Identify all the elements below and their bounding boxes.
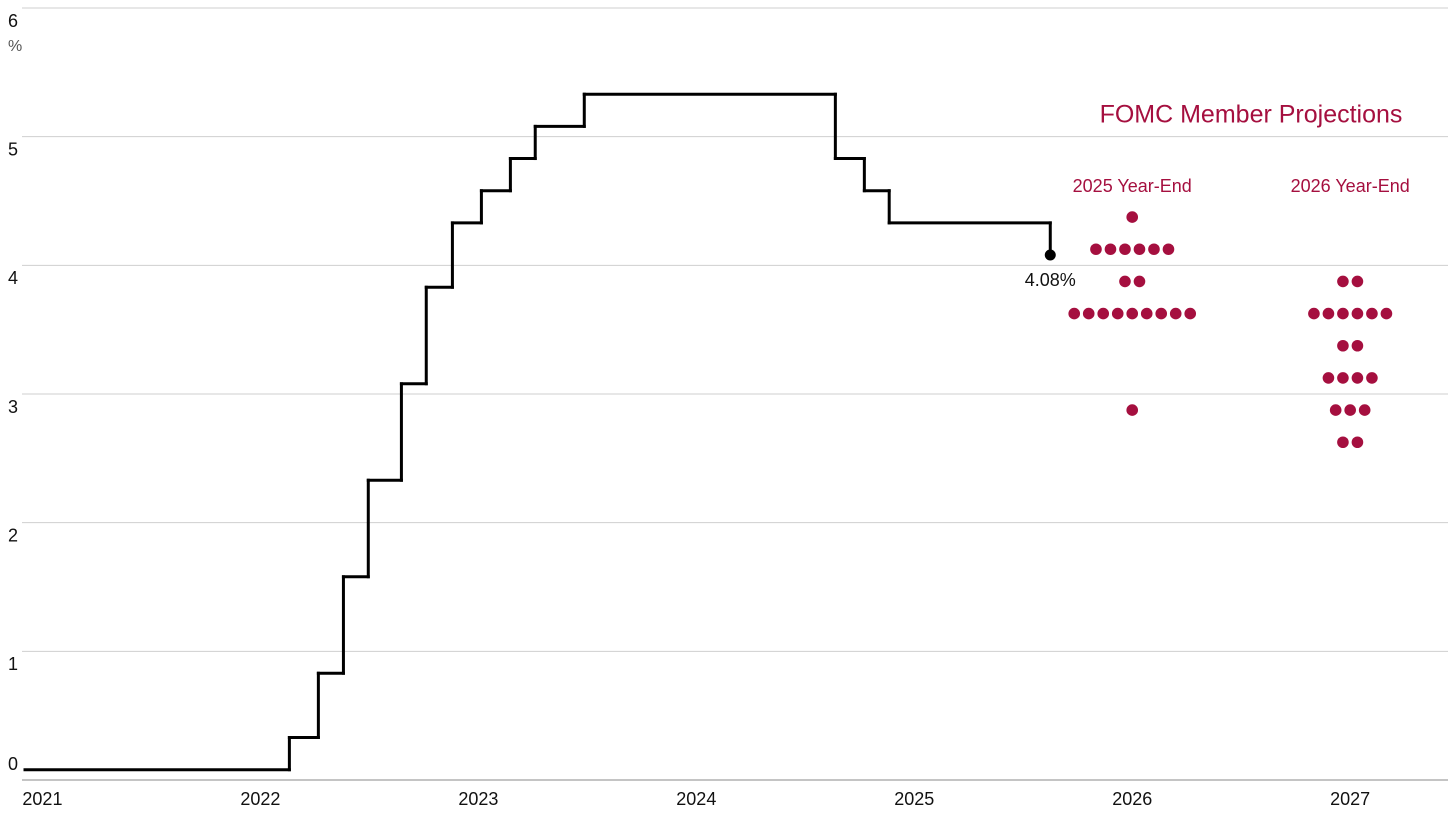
projection-dot <box>1366 372 1378 384</box>
projection-dot <box>1126 404 1139 416</box>
y-tick-label: 0 <box>8 754 18 774</box>
projection-dot <box>1119 243 1131 256</box>
projection-dot <box>1344 404 1356 416</box>
projection-dot <box>1140 307 1153 320</box>
projection-dot <box>1155 307 1168 320</box>
projection-dot <box>1162 243 1175 256</box>
projection-dot <box>1358 404 1371 416</box>
projection-dot <box>1184 307 1197 320</box>
y-tick-label: 6 <box>8 11 18 31</box>
y-tick-label: 3 <box>8 397 18 417</box>
x-tick-label: 2026 <box>1112 789 1152 809</box>
projection-label: 2025 Year-End <box>1073 176 1192 196</box>
y-tick-label: 2 <box>8 525 18 545</box>
projection-dot <box>1351 307 1364 320</box>
projection-dot <box>1082 307 1095 320</box>
y-tick-label: 4 <box>8 268 18 288</box>
projection-dot <box>1337 275 1349 288</box>
projection-dot <box>1308 307 1320 320</box>
projection-dot <box>1337 436 1349 449</box>
projection-dot <box>1351 436 1364 449</box>
y-unit: % <box>8 38 22 55</box>
projection-dot <box>1351 339 1364 352</box>
projection-dot <box>1133 275 1146 288</box>
projections-title: FOMC Member Projections <box>1100 101 1403 129</box>
x-tick-label: 2023 <box>458 789 498 809</box>
projection-dot <box>1169 307 1182 320</box>
projection-dot <box>1322 372 1335 384</box>
y-tick-label: 1 <box>8 654 18 674</box>
projection-dot <box>1068 307 1081 320</box>
projection-dot <box>1133 243 1146 256</box>
projection-dot <box>1380 307 1393 320</box>
projection-dot <box>1366 307 1378 320</box>
projection-dot <box>1126 211 1139 223</box>
projection-dot <box>1337 307 1349 320</box>
projection-dot <box>1337 372 1349 384</box>
projection-dot <box>1126 307 1139 320</box>
y-tick-label: 5 <box>8 139 18 159</box>
x-tick-label: 2024 <box>676 789 716 809</box>
end-point <box>1044 249 1056 261</box>
projection-dot <box>1097 307 1110 320</box>
projection-dot <box>1148 243 1160 256</box>
x-tick-label: 2022 <box>240 789 280 809</box>
value-label: 4.08% <box>1025 270 1076 290</box>
projection-dot <box>1322 307 1335 320</box>
projection-dot <box>1119 275 1131 288</box>
projection-dot <box>1111 307 1124 320</box>
projection-dot <box>1104 243 1117 256</box>
x-tick-label: 2025 <box>894 789 934 809</box>
projection-dot <box>1337 339 1349 352</box>
projection-dot <box>1090 243 1102 256</box>
x-tick-label: 2021 <box>22 789 62 809</box>
projection-label: 2026 Year-End <box>1291 176 1410 196</box>
x-tick-label: 2027 <box>1330 789 1370 809</box>
projection-dot <box>1351 275 1364 288</box>
projection-dot <box>1351 372 1364 384</box>
projection-dot <box>1329 404 1342 416</box>
